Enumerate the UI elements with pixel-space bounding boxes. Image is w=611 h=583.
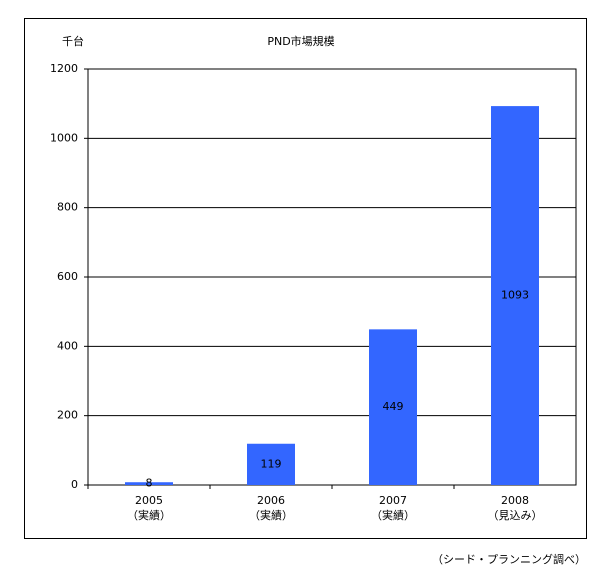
x-tick-note: （実績） — [371, 508, 415, 522]
value-label: 119 — [261, 457, 282, 470]
chart-title: PND市場規模 — [267, 34, 334, 48]
y-unit: 千台 — [62, 34, 84, 48]
bar — [247, 443, 295, 485]
source-note: （シード・プランニング調べ） — [432, 552, 586, 566]
y-tick-label: 800 — [57, 201, 78, 214]
y-tick-label: 1200 — [50, 62, 78, 75]
value-label: 1093 — [501, 289, 529, 302]
x-tick-note: （実績） — [127, 508, 171, 522]
y-tick-label: 0 — [71, 478, 78, 491]
x-tick-label: 2006 — [257, 494, 285, 507]
bar — [491, 106, 539, 486]
x-tick-note: （実績） — [249, 508, 293, 522]
x-tick-label: 2005 — [135, 494, 163, 507]
y-tick-label: 1000 — [50, 131, 78, 144]
y-tick-label: 600 — [57, 270, 78, 283]
value-label: 8 — [146, 477, 153, 490]
bar — [125, 482, 173, 485]
x-tick-note: （見込み） — [488, 509, 543, 522]
y-tick-label: 400 — [57, 339, 78, 352]
value-label: 449 — [383, 400, 404, 413]
x-tick-label: 2007 — [379, 494, 407, 507]
y-tick-label: 200 — [57, 409, 78, 422]
bar — [369, 329, 417, 485]
x-tick-label: 2008 — [501, 494, 529, 507]
